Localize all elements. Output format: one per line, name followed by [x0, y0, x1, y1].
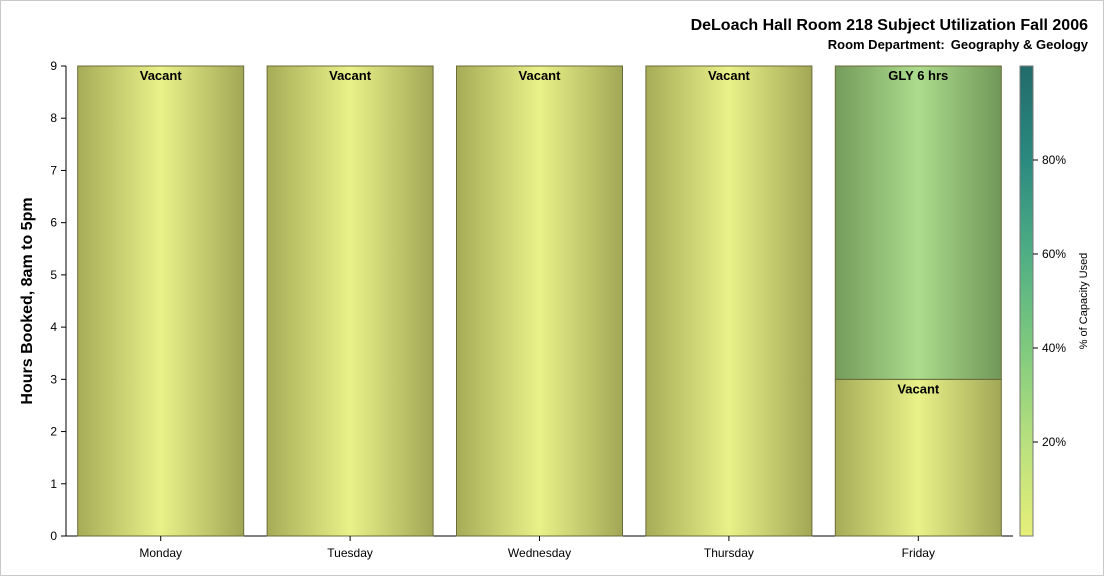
y-tick-label: 0	[50, 529, 57, 543]
bar-segment	[834, 65, 1002, 380]
bar-segment	[456, 65, 623, 537]
bar-label: Vacant	[140, 68, 183, 83]
subtitle-value: Geography & Geology	[951, 37, 1089, 52]
y-tick-label: 5	[50, 268, 57, 282]
y-tick-label: 2	[50, 425, 57, 439]
bar-label: Vacant	[708, 68, 751, 83]
x-tick-label: Tuesday	[327, 546, 373, 560]
colorbar-ramp	[1019, 65, 1034, 537]
bar-segment	[77, 65, 245, 537]
x-tick-label: Wednesday	[508, 546, 571, 560]
y-tick-label: 7	[50, 163, 57, 177]
chart-title: DeLoach Hall Room 218 Subject Utilizatio…	[691, 17, 1089, 34]
x-tick-label: Friday	[902, 546, 935, 560]
colorbar-tick-label: 20%	[1042, 435, 1066, 449]
y-axis-title: Hours Booked, 8am to 5pm	[19, 197, 36, 404]
y-tick-label: 8	[50, 111, 57, 125]
y-tick-label: 4	[50, 320, 57, 334]
colorbar-tick-label: 80%	[1042, 153, 1066, 167]
y-tick-label: 1	[50, 477, 57, 491]
colorbar-tick-label: 60%	[1042, 247, 1066, 261]
colorbar-title: % of Capacity Used	[1078, 253, 1090, 350]
bar-label: Vacant	[897, 381, 940, 396]
colorbar-tick-label: 40%	[1042, 341, 1066, 355]
bar-label: GLY 6 hrs	[888, 68, 948, 83]
plot-area: 0 1 2 3 4 5 6 7 8 9 Vacant Monday Vacant Tuesday Vacan…	[50, 59, 1013, 560]
bar-label: Vacant	[519, 68, 562, 83]
bar-label: Vacant	[329, 68, 372, 83]
bar-segment	[645, 65, 813, 537]
colorbar: 20% 40% 60% 80%	[1019, 65, 1066, 537]
bar-segment	[834, 378, 1002, 537]
bar-segment	[266, 65, 434, 537]
y-tick-label: 3	[50, 372, 57, 386]
y-tick-label: 6	[50, 216, 57, 230]
y-tick-label: 9	[50, 59, 57, 73]
x-tick-label: Thursday	[704, 546, 754, 560]
chart-subtitle: Room Department: Geography & Geology	[828, 37, 1089, 52]
x-tick-label: Monday	[139, 546, 182, 560]
subtitle-label: Room Department:	[828, 37, 945, 52]
